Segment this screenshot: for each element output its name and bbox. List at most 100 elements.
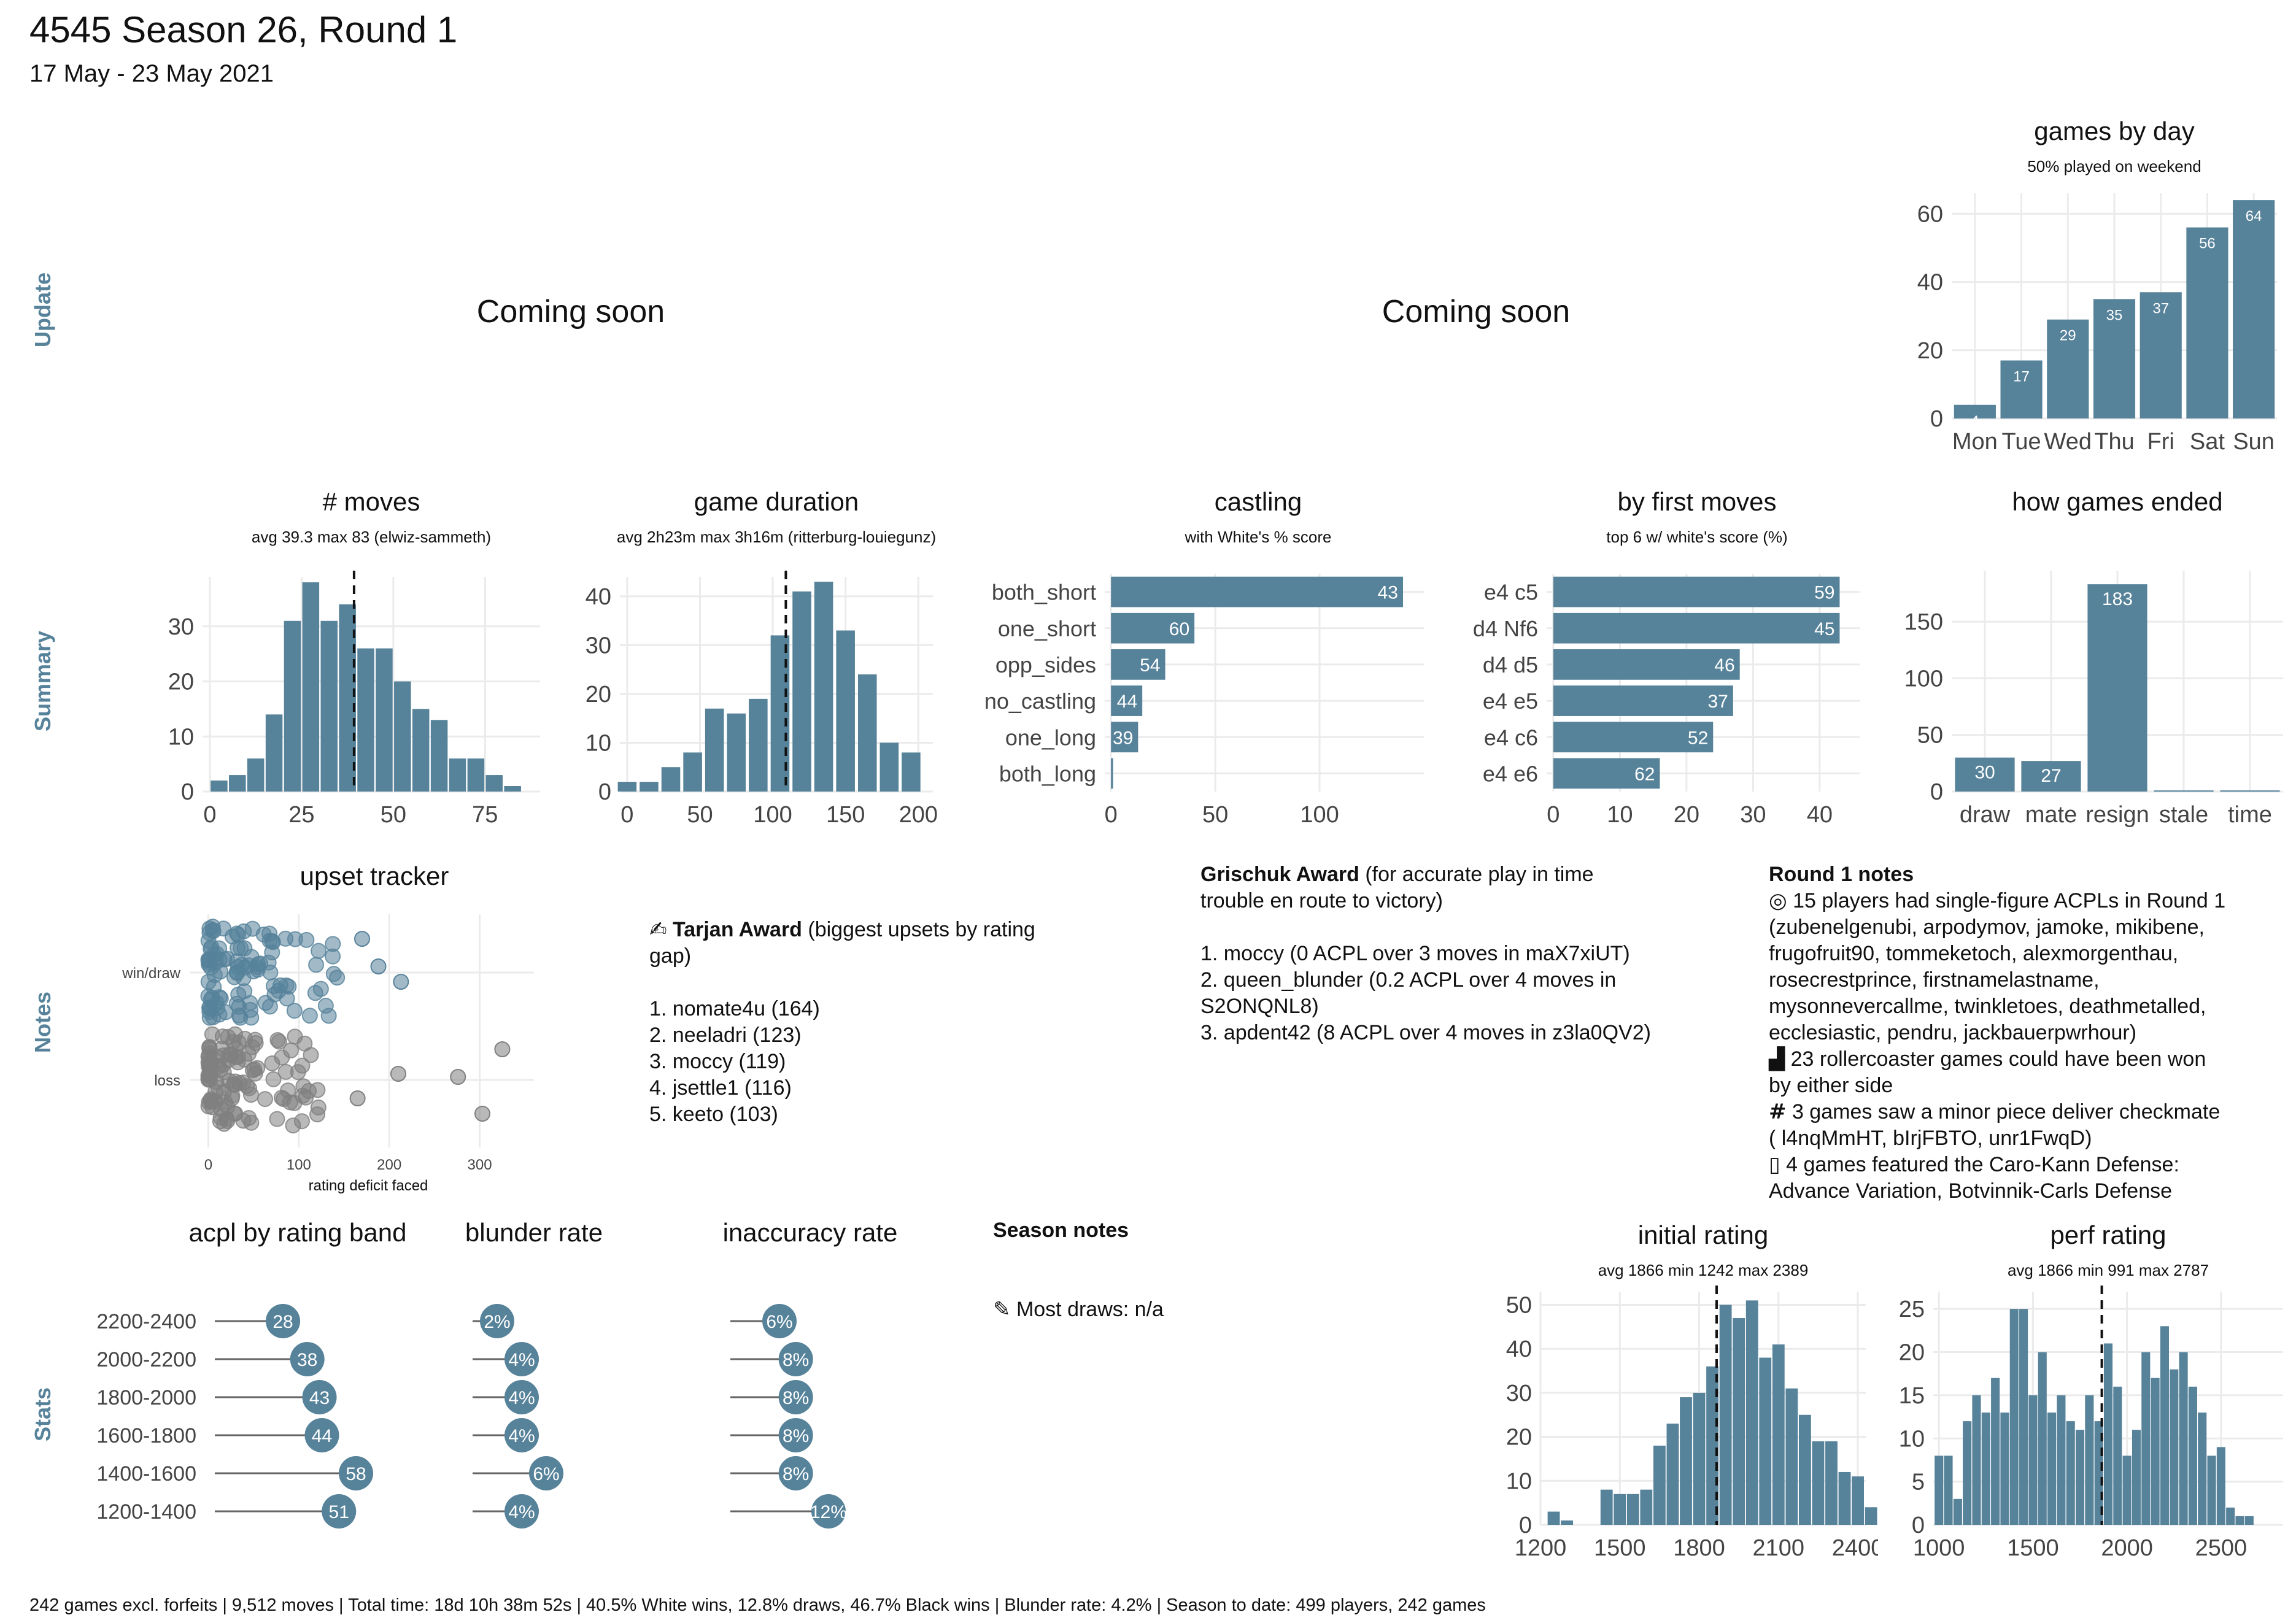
bar bbox=[2186, 227, 2228, 418]
chart-title: inaccuracy rate bbox=[723, 1218, 898, 1247]
bar bbox=[211, 781, 228, 792]
x-tick-label: 0 bbox=[203, 802, 216, 828]
bar bbox=[1640, 1489, 1653, 1525]
x-tick-label: 1000 bbox=[1913, 1535, 1965, 1561]
x-tick-label: 200 bbox=[377, 1157, 401, 1173]
row-label-stats: Stats bbox=[30, 1387, 55, 1442]
scatter-point bbox=[450, 1069, 466, 1085]
bar-value-label: 17 bbox=[2013, 368, 2030, 385]
tarjan-item: 1. nomate4u (164) bbox=[649, 997, 820, 1020]
x-tick-label: 300 bbox=[468, 1157, 492, 1173]
tarjan-desc: (biggest upsets by rating bbox=[802, 918, 1035, 941]
x-tick-label: mate bbox=[2025, 802, 2077, 828]
chart-subtitle: avg 1866 min 1242 max 2389 bbox=[1598, 1261, 1809, 1279]
bar-value-label: 45 bbox=[1814, 619, 1834, 639]
page-title: 4545 Season 26, Round 1 bbox=[29, 9, 458, 50]
lollipop-label: 44 bbox=[312, 1426, 332, 1446]
y-tick-label: e4 e5 bbox=[1483, 688, 1538, 714]
x-tick-label: stale bbox=[2159, 802, 2208, 828]
y-tick-label: 10 bbox=[586, 730, 611, 756]
bar bbox=[2087, 584, 2147, 792]
bar bbox=[2198, 1413, 2207, 1525]
scatter-point bbox=[265, 934, 281, 950]
scatter-point bbox=[201, 1067, 218, 1084]
bar bbox=[857, 674, 877, 792]
round-note-line: Advance Variation, Botvinnik-Carls Defen… bbox=[1769, 1179, 2173, 1203]
scatter-point bbox=[298, 1089, 314, 1106]
x-tick-label: 10 bbox=[1607, 802, 1633, 828]
bar bbox=[1785, 1388, 1798, 1525]
bar bbox=[2047, 319, 2089, 418]
scatter-point bbox=[215, 1084, 232, 1100]
x-tick-label: resign bbox=[2085, 802, 2149, 828]
lollipop-label: 8% bbox=[783, 1388, 809, 1408]
coming-soon-right: Coming soon bbox=[1382, 294, 1571, 330]
first-moves-chart: by first moves top 6 w/ white's score (%)… bbox=[1473, 487, 1860, 828]
lollipop-dot bbox=[304, 1418, 339, 1452]
bar bbox=[1561, 1520, 1573, 1525]
x-tick-label: 1800 bbox=[1673, 1535, 1725, 1561]
bar bbox=[2235, 1516, 2244, 1525]
bar bbox=[504, 786, 521, 792]
x-tick-label: 100 bbox=[753, 802, 792, 828]
lollipop-dot bbox=[811, 1494, 846, 1529]
scatter-point bbox=[317, 998, 334, 1014]
bar-value-label: 37 bbox=[1707, 692, 1728, 712]
x-tick-label: 25 bbox=[288, 802, 314, 828]
bar bbox=[1772, 1344, 1785, 1525]
chart-title: perf rating bbox=[2050, 1220, 2166, 1249]
scatter-point bbox=[286, 1003, 303, 1019]
chart-subtitle: avg 1866 min 991 max 2787 bbox=[2008, 1261, 2209, 1279]
scatter-point bbox=[354, 931, 370, 947]
bar-value-label: 62 bbox=[1634, 764, 1655, 784]
scatter-point bbox=[279, 990, 295, 1007]
how-games-ended-chart: how games ended 0 50 100 150 draw mate resign st… bbox=[1904, 487, 2283, 828]
bar bbox=[640, 782, 659, 792]
row-label-summary: Summary bbox=[30, 630, 55, 732]
bar bbox=[2066, 1421, 2075, 1525]
bar bbox=[1614, 1494, 1626, 1525]
grischuk-award: Grischuk Award (for accurate play in tim… bbox=[1200, 862, 1651, 1046]
lollipop-dot bbox=[266, 1304, 301, 1338]
x-tick-label: 1200 bbox=[1515, 1535, 1567, 1561]
scatter-point bbox=[201, 1039, 218, 1055]
bar bbox=[1953, 1498, 1962, 1525]
scatter-point bbox=[204, 1026, 220, 1043]
bar bbox=[302, 582, 320, 792]
book-icon: ▯ bbox=[1769, 1152, 1780, 1177]
bar bbox=[430, 720, 448, 792]
bar bbox=[229, 775, 246, 792]
x-tick-label: 2500 bbox=[2195, 1535, 2248, 1561]
y-tick-label: no_castling bbox=[984, 688, 1096, 714]
x-tick-label: time bbox=[2228, 802, 2272, 828]
x-tick-label: 40 bbox=[1807, 802, 1833, 828]
y-tick-label: 2200-2400 bbox=[96, 1310, 196, 1333]
bar bbox=[1553, 722, 1714, 753]
bar bbox=[2122, 1455, 2132, 1525]
y-tick-label: 50 bbox=[1506, 1293, 1532, 1319]
scatter-point bbox=[308, 957, 325, 973]
y-tick-label: 40 bbox=[1917, 270, 1943, 296]
y-tick-label: d4 Nf6 bbox=[1473, 616, 1538, 641]
lollipop-label: 6% bbox=[533, 1464, 559, 1484]
chart-title: game duration bbox=[694, 487, 859, 516]
chart-title: how games ended bbox=[2012, 487, 2222, 516]
scatter-point bbox=[309, 1082, 326, 1098]
acpl-by-rating-band-chart: acpl by rating band 2200-2400 28 2000-2200 3… bbox=[96, 1218, 406, 1529]
y-tick-label: 10 bbox=[168, 724, 194, 750]
bar bbox=[449, 758, 466, 792]
bar bbox=[1852, 1476, 1864, 1525]
x-tick-label: 0 bbox=[1547, 802, 1560, 828]
bar bbox=[2216, 1447, 2225, 1525]
season-note-line: Most draws: n/a bbox=[1010, 1298, 1164, 1321]
round-note-line: frugofruit90, tommeketoch, alexmorgentha… bbox=[1769, 942, 2179, 965]
y-tick-label: 50 bbox=[1917, 723, 1943, 749]
lollipop-dot bbox=[778, 1380, 813, 1414]
x-tick-label: Tue bbox=[2002, 429, 2041, 455]
x-tick-label: Sat bbox=[2190, 429, 2225, 455]
castling-chart: castling with White's % score 0 50 100 both_s… bbox=[984, 487, 1424, 828]
x-tick-label: Wed bbox=[2044, 429, 2092, 455]
y-tick-label: one_short bbox=[998, 616, 1096, 641]
lollipop-dot bbox=[504, 1418, 539, 1452]
scatter-point bbox=[232, 1009, 249, 1026]
